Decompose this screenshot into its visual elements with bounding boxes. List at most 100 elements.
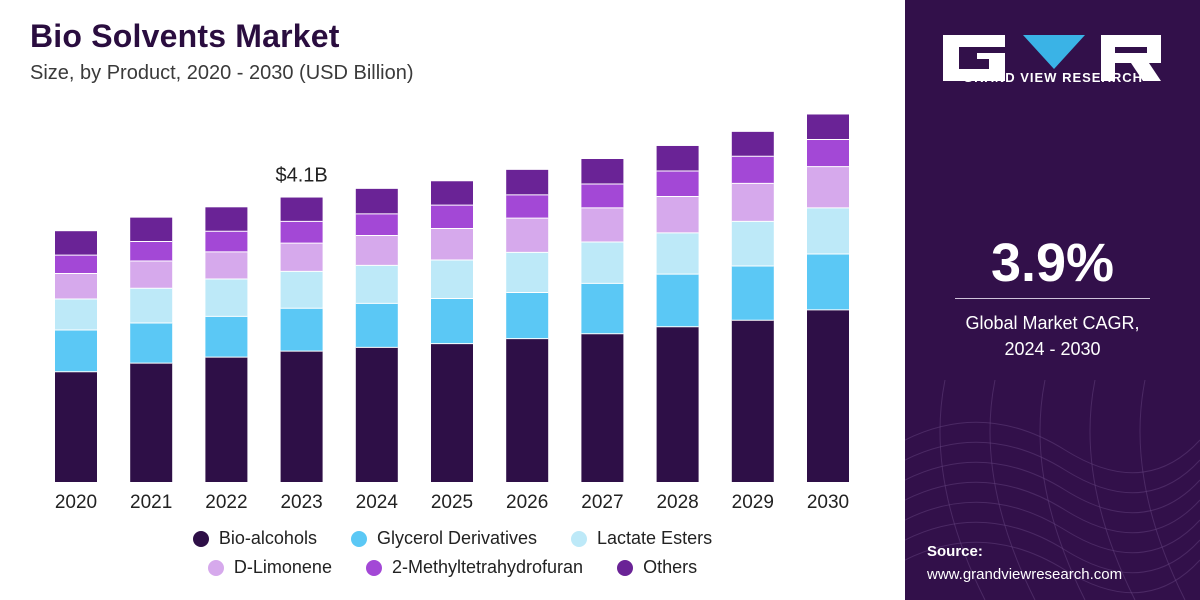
bar-segment-lactate-esters-2020 xyxy=(55,299,97,330)
bar-segment-lactate-esters-2024 xyxy=(355,265,398,304)
bar-segment-glycerol-derivatives-2026 xyxy=(506,292,549,339)
bar-segment-others-2030 xyxy=(807,114,849,140)
bar-segment-lactate-esters-2030 xyxy=(807,207,849,254)
bar-stack-2029 xyxy=(731,131,774,482)
bar-segment-lactate-esters-2022 xyxy=(205,278,248,317)
bar-segment-2-methyltetrahydrofuran-2027 xyxy=(581,183,624,208)
bar-segment-bio-alcohols-2020 xyxy=(55,371,97,482)
chart-legend: Bio-alcohols Glycerol Derivatives Lactat… xyxy=(0,528,905,586)
bar-stack-2028 xyxy=(656,145,699,482)
legend-swatch xyxy=(207,559,224,576)
bar-segment-glycerol-derivatives-2023 xyxy=(280,308,323,352)
legend-item-glycerol-derivatives: Glycerol Derivatives xyxy=(350,528,538,549)
bar-segment-2-methyltetrahydrofuran-2029 xyxy=(731,156,774,184)
x-tick-label: 2028 xyxy=(656,492,698,513)
logo-v-shape xyxy=(1023,35,1085,69)
chart-subtitle: Size, by Product, 2020 - 2030 (USD Billi… xyxy=(30,62,414,84)
x-tick-label: 2030 xyxy=(807,492,849,513)
bar-segment-others-2021 xyxy=(130,217,173,242)
bar-segment-others-2024 xyxy=(355,188,398,214)
bar-stack-2030 xyxy=(807,114,849,482)
cagr-label-line2: 2024 - 2030 xyxy=(1004,339,1101,359)
source-link[interactable]: www.grandviewresearch.com xyxy=(927,566,1123,583)
bar-stack-2026 xyxy=(506,169,549,482)
bar-segment-2-methyltetrahydrofuran-2020 xyxy=(55,255,97,274)
bar-segment-d-limonene-2025 xyxy=(431,228,473,260)
bar-segment-lactate-esters-2029 xyxy=(731,221,774,266)
chart-area: Bio Solvents Market Size, by Product, 20… xyxy=(0,18,905,586)
x-tick-label: 2021 xyxy=(130,492,172,513)
legend-label: Bio-alcohols xyxy=(218,528,317,548)
legend-label: Others xyxy=(643,557,698,577)
bar-segment-others-2027 xyxy=(581,159,624,184)
bar-stack-2025 xyxy=(431,181,473,482)
bar-segment-d-limonene-2022 xyxy=(205,251,248,279)
bar-segment-d-limonene-2029 xyxy=(731,183,774,222)
bar-value-annotation: $4.1B xyxy=(275,165,327,187)
bar-segment-others-2029 xyxy=(731,131,774,157)
bar-segment-2-methyltetrahydrofuran-2021 xyxy=(130,241,173,262)
bar-segment-bio-alcohols-2030 xyxy=(807,309,849,482)
bar-segment-2-methyltetrahydrofuran-2022 xyxy=(205,231,248,252)
bar-segment-glycerol-derivatives-2028 xyxy=(656,274,699,327)
chart-title: Bio Solvents Market xyxy=(30,18,340,54)
bar-segment-bio-alcohols-2021 xyxy=(130,363,173,482)
bar-segment-2-methyltetrahydrofuran-2030 xyxy=(807,139,849,167)
bar-segment-bio-alcohols-2023 xyxy=(280,351,323,482)
bar-segment-others-2020 xyxy=(55,231,97,256)
legend-item-2-methyltetrahydrofuran: 2-Methyltetrahydrofuran xyxy=(365,557,584,578)
logo-wordmark: GRAND VIEW RESEARCH xyxy=(962,70,1144,85)
bar-segment-d-limonene-2028 xyxy=(656,196,699,233)
bar-segment-others-2026 xyxy=(506,169,549,195)
bar-segment-d-limonene-2023 xyxy=(280,243,323,272)
bar-segment-others-2022 xyxy=(205,207,248,232)
cagr-divider xyxy=(955,298,1150,299)
legend-label: Glycerol Derivatives xyxy=(376,528,538,548)
bar-segment-lactate-esters-2025 xyxy=(431,259,473,299)
legend-swatch xyxy=(365,559,382,576)
legend-item-lactate-esters: Lactate Esters xyxy=(571,528,712,549)
bar-segment-lactate-esters-2027 xyxy=(581,242,624,284)
legend-item-others: Others xyxy=(617,557,697,578)
legend-label: Lactate Esters xyxy=(597,528,713,548)
cagr-value: 3.9% xyxy=(990,233,1115,293)
bar-stack-2023 xyxy=(280,197,323,482)
bar-segment-bio-alcohols-2024 xyxy=(355,347,398,482)
cagr-label: Global Market CAGR, 2024 - 2030 xyxy=(905,310,1200,362)
bar-segment-d-limonene-2021 xyxy=(130,261,173,289)
legend-row-1: Bio-alcohols Glycerol Derivatives Lactat… xyxy=(0,528,905,549)
bar-segment-others-2025 xyxy=(431,181,473,206)
legend-swatch xyxy=(617,559,634,576)
legend-label: 2-Methyltetrahydrofuran xyxy=(391,557,584,577)
legend-label: D-Limonene xyxy=(233,557,332,577)
bar-segment-bio-alcohols-2029 xyxy=(731,320,774,482)
bar-stack-2022 xyxy=(205,207,248,482)
legend-swatch xyxy=(192,530,209,547)
x-tick-label: 2029 xyxy=(732,492,774,513)
bar-segment-lactate-esters-2026 xyxy=(506,252,549,293)
bar-segment-glycerol-derivatives-2020 xyxy=(55,330,97,372)
bar-segment-others-2028 xyxy=(656,145,699,171)
legend-item-d-limonene: D-Limonene xyxy=(207,557,332,578)
info-panel: GRAND VIEW RESEARCH 3.9% Global Market C… xyxy=(905,0,1200,600)
bar-stack-2021 xyxy=(130,217,173,482)
bar-segment-bio-alcohols-2027 xyxy=(581,333,624,482)
source-label: Source: xyxy=(927,543,983,560)
bar-segment-glycerol-derivatives-2021 xyxy=(130,322,173,364)
bar-segment-glycerol-derivatives-2027 xyxy=(581,283,624,334)
bar-segment-bio-alcohols-2025 xyxy=(431,343,473,482)
bar-segment-glycerol-derivatives-2022 xyxy=(205,316,248,358)
legend-swatch xyxy=(350,530,367,547)
bar-segment-d-limonene-2027 xyxy=(581,207,624,243)
logo-g-shape xyxy=(943,35,1005,81)
bar-segment-d-limonene-2026 xyxy=(506,218,549,253)
logo-r-shape xyxy=(1101,35,1161,81)
bar-segment-d-limonene-2024 xyxy=(355,235,398,266)
bar-segment-bio-alcohols-2028 xyxy=(656,326,699,482)
legend-item-bio-alcohols: Bio-alcohols xyxy=(192,528,317,549)
bar-segment-2-methyltetrahydrofuran-2025 xyxy=(431,205,473,229)
bar-segment-2-methyltetrahydrofuran-2028 xyxy=(656,170,699,197)
bar-segment-others-2023 xyxy=(280,197,323,222)
bar-stack-2027 xyxy=(581,159,624,482)
bar-stack-2020 xyxy=(55,231,97,482)
